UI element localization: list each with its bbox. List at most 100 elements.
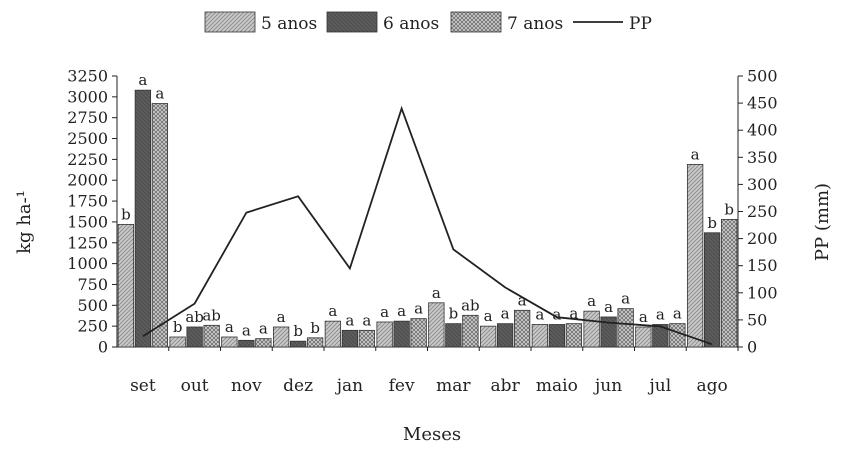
- bar-letter-label: b: [449, 305, 459, 323]
- bar-6-anos-maio: [548, 324, 566, 348]
- bar-letter-label: a: [155, 85, 164, 103]
- y-tick-label-right: 0: [747, 338, 757, 357]
- bar-letter-label: a: [138, 71, 147, 89]
- bar-5-anos-jan: [324, 320, 342, 348]
- y-axis-left-title: kg ha-¹: [14, 190, 35, 254]
- bar-6-anos-fev: [393, 320, 410, 348]
- bar-5-anos-ago: [686, 163, 704, 348]
- bar-5-anos-set: [117, 224, 135, 348]
- x-tick-label: fev: [389, 376, 415, 396]
- legend-label: 5 anos: [261, 14, 317, 34]
- bar-7-anos-jun: [617, 308, 634, 348]
- bar-letter-label: a: [414, 300, 423, 318]
- legend: 5 anos 6 anos 7 anos PP: [204, 11, 652, 34]
- x-axis-title: Meses: [403, 424, 461, 445]
- y-tick-label-right: 300: [747, 175, 778, 194]
- y-tick-label-right: 500: [747, 67, 778, 86]
- y-tick-label-left: 2000: [67, 171, 108, 190]
- bar-letter-label: a: [518, 291, 527, 309]
- bar-letter-label: a: [362, 311, 371, 329]
- bar-letter-label: b: [707, 214, 717, 232]
- bar-5-anos-maio: [531, 324, 549, 348]
- y-tick-label-left: 1750: [67, 192, 108, 211]
- bar-letter-label: a: [397, 302, 406, 320]
- bar-6-anos-jun: [600, 316, 617, 348]
- line-series: [142, 105, 713, 346]
- axis-labels: Meses kg ha-¹ PP (mm): [14, 183, 833, 445]
- y-tick-label-left: 500: [77, 296, 108, 315]
- legend-label: 6 anos: [383, 14, 439, 34]
- bar-6-anos-abr: [496, 323, 514, 348]
- bar-6-anos-set: [134, 89, 152, 348]
- bar-letter-label: a: [673, 305, 682, 323]
- bar-letter-label: a: [656, 305, 665, 323]
- y-tick-label-left: 750: [77, 275, 108, 294]
- y-tick-label-left: 1500: [67, 212, 108, 231]
- x-tick-label: nov: [231, 376, 262, 396]
- y-tick-label-right: 200: [747, 229, 778, 248]
- bar-letter-label: a: [552, 305, 561, 323]
- pp-line: [142, 105, 713, 346]
- bar-5-anos-mar: [428, 302, 445, 348]
- y-tick-label-right: 350: [747, 148, 778, 167]
- y-axis-right-title: PP (mm): [812, 183, 833, 261]
- y-tick-label-right: 450: [747, 94, 778, 113]
- bar-6-anos-out: [186, 326, 203, 348]
- legend-swatch: [450, 11, 502, 33]
- bar-letter-label: a: [691, 145, 700, 163]
- bar-letter-label: a: [501, 305, 510, 323]
- bar-letter-label: b: [310, 319, 320, 337]
- y-tick-label-right: 50: [747, 310, 767, 329]
- bar-letter-label: b: [173, 318, 183, 336]
- bar-5-anos-nov: [221, 336, 238, 348]
- bar-7-anos-mar: [462, 314, 479, 348]
- bar-letter-label: a: [380, 303, 389, 321]
- bar-6-anos-dez: [289, 340, 307, 348]
- bar-letter-label: a: [604, 298, 613, 316]
- bar-letter-label: b: [724, 200, 734, 218]
- bar-5-anos-abr: [479, 325, 497, 348]
- bar-letter-label: ab: [185, 308, 204, 326]
- bar-letter-label: a: [569, 305, 578, 323]
- bar-letter-label: a: [259, 320, 268, 338]
- x-tick-label: mar: [436, 376, 471, 396]
- bar-7-anos-set: [151, 103, 169, 348]
- bar-letter-label: a: [535, 305, 544, 323]
- bar-letter-label: a: [345, 311, 354, 329]
- bar-letter-label: a: [639, 308, 648, 326]
- y-tick-label-left: 3250: [67, 67, 108, 86]
- bar-letter-label: a: [242, 321, 251, 339]
- bar-7-anos-fev: [410, 318, 427, 348]
- y-tick-label-right: 250: [747, 202, 778, 221]
- legend-swatch: [326, 11, 378, 33]
- x-tick-label: jun: [593, 376, 622, 396]
- bar-letter-label: b: [121, 205, 131, 223]
- bar-7-anos-nov: [255, 338, 272, 348]
- y-tick-label-left: 250: [77, 317, 108, 336]
- bar-letter-label: a: [328, 302, 337, 320]
- bar-letter-label: ab: [461, 296, 480, 314]
- bar-letter-label: ab: [202, 306, 221, 324]
- legend-label: 7 anos: [507, 14, 563, 34]
- bar-letter-label: a: [484, 307, 493, 325]
- x-tick-label: maio: [536, 376, 578, 396]
- bar-7-anos-jul: [669, 323, 686, 348]
- x-tick-label: ago: [696, 376, 727, 396]
- y-tick-label-right: 150: [747, 256, 778, 275]
- bar-6-anos-jul: [652, 324, 669, 348]
- bar-letter-label: a: [225, 318, 234, 336]
- y-tick-label-right: 400: [747, 121, 778, 140]
- y-tick-label-right: 100: [747, 283, 778, 302]
- legend-swatch: [204, 11, 256, 33]
- x-tick-label: abr: [491, 376, 521, 396]
- bar-7-anos-out: [203, 324, 220, 348]
- y-tick-label-left: 3000: [67, 87, 108, 106]
- bar-6-anos-ago: [703, 232, 721, 348]
- bar-5-anos-fev: [376, 321, 393, 348]
- bar-letter-label: b: [293, 322, 303, 340]
- y-tick-label-left: 1000: [67, 254, 108, 273]
- x-tick-label: jan: [335, 376, 363, 396]
